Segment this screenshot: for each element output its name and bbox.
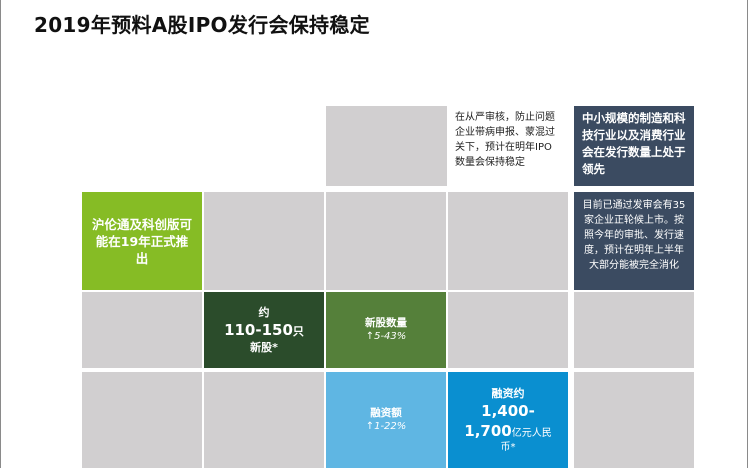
note-hlt-text: 沪伦通及科创版可能在19年正式推出 [91, 216, 192, 266]
grid-cell [574, 292, 694, 368]
grid-cell [204, 192, 324, 290]
tile-ipo-count: 新股数量 ↑5-43% [326, 292, 446, 368]
grid-cell [326, 106, 446, 186]
financing-range-start: 1,400- [481, 401, 535, 420]
ipo-count-label: 新股数量 [365, 316, 407, 329]
financing-unit-suffix: 币* [500, 442, 516, 454]
grid-cell [326, 192, 446, 290]
tile-new-shares: 约 110-150只 新股* [204, 292, 324, 368]
page-title: 2019年预料A股IPO发行会保持稳定 [34, 13, 370, 37]
note-hlt-star-market: 沪伦通及科创版可能在19年正式推出 [82, 192, 202, 290]
financing-prefix: 融资约 [491, 386, 525, 400]
tile-financing-amount: 融资额 ↑1-22% [326, 372, 446, 468]
new-shares-suffix: 新股* [250, 341, 278, 355]
grid-cell [448, 292, 568, 368]
ipo-count-change: ↑5-43% [365, 331, 407, 343]
new-shares-unit: 只 [292, 324, 304, 338]
grid-cell [448, 192, 568, 290]
note-pipeline: 目前已通过发审会有35家企业正轮候上市。按照今年的审批、发行速度，预计在明年上半… [574, 192, 694, 290]
note-review: 在从严审核，防止问题企业带病申报、蒙混过关下，预计在明年IPO数量会保持稳定 [446, 106, 566, 186]
financing-amount-label: 融资额 [370, 406, 402, 419]
financing-unit: 亿元人民 [511, 427, 552, 439]
financing-range-end-line: 1,700亿元人民 [464, 421, 551, 442]
note-sme-lead: 中小规模的制造和科技行业以及消费行业会在发行数量上处于领先 [574, 106, 694, 186]
grid-cell [82, 372, 202, 468]
grid-cell [204, 372, 324, 468]
new-shares-range-line: 110-150只 [224, 320, 304, 341]
grid-cell [82, 292, 202, 368]
new-shares-prefix: 约 [258, 305, 270, 319]
financing-amount-change: ↑1-22% [365, 421, 407, 433]
grid-cell [574, 372, 694, 468]
new-shares-range: 110-150 [224, 320, 293, 339]
tile-financing-total: 融资约 1,400- 1,700亿元人民 币* [448, 372, 568, 468]
financing-range-end: 1,700 [464, 421, 512, 440]
